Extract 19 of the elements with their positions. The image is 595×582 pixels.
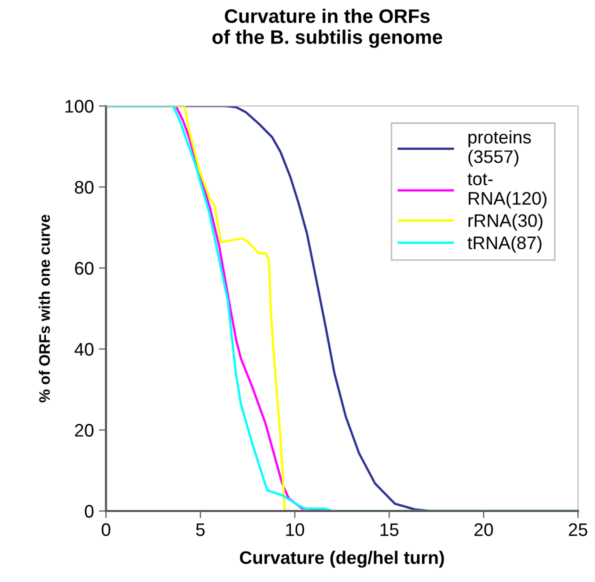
x-tick-label: 5 <box>196 523 205 536</box>
y-tick-label: 60 <box>75 262 94 275</box>
chart-title: Curvature in the ORFs of the B. subtilis genome <box>212 8 442 48</box>
legend-label: tRNA(87) <box>468 236 542 253</box>
y-tick-label: 20 <box>75 424 94 437</box>
x-tick-label: 0 <box>102 523 110 536</box>
legend-label: tot- RNA(120) <box>468 173 546 208</box>
y-tick-label: 100 <box>65 100 94 113</box>
x-tick-label: 15 <box>380 523 398 536</box>
x-tick-label: 20 <box>474 523 493 536</box>
x-axis-title: Curvature (deg/hel turn) <box>240 550 444 568</box>
y-tick-label: 80 <box>74 180 94 194</box>
y-tick-label: 40 <box>74 342 94 356</box>
x-tick-label: 25 <box>568 523 588 536</box>
x-tick-label: 10 <box>286 523 304 536</box>
legend-label: rRNA(30) <box>468 214 542 231</box>
legend-label: proteins (3557) <box>468 130 531 167</box>
y-axis-title: % of ORFs with one curve <box>38 214 50 402</box>
y-tick-label: 0 <box>84 504 94 518</box>
